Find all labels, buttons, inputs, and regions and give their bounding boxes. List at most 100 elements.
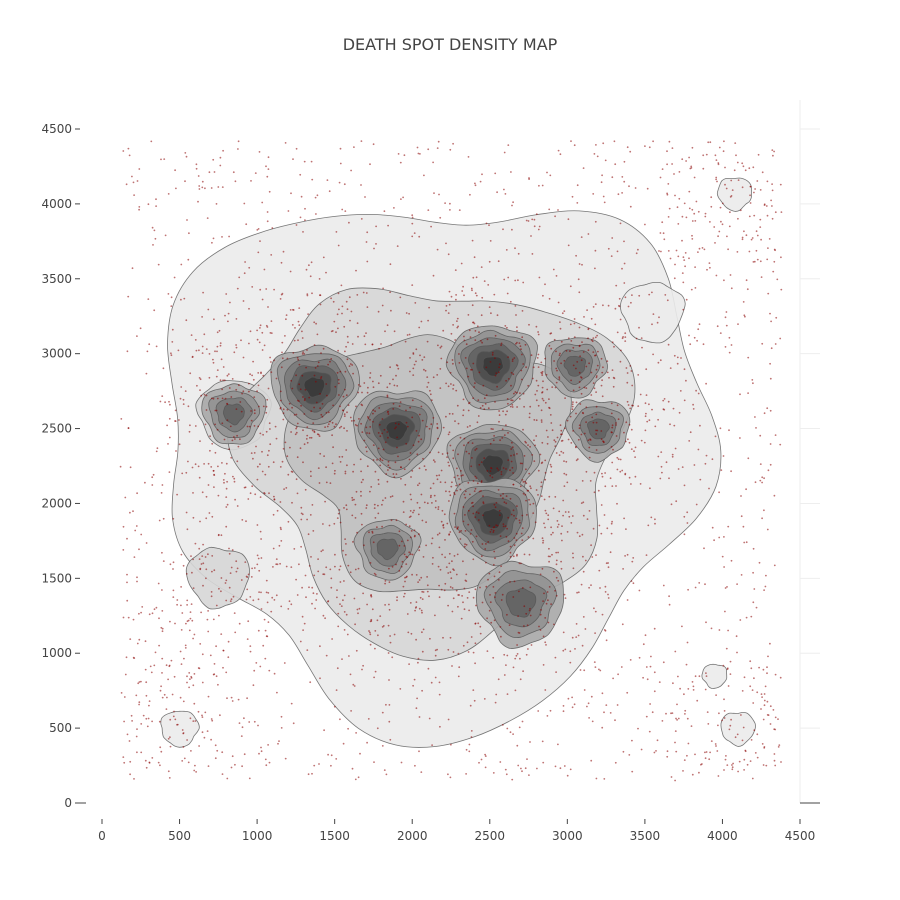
scatter-point: [467, 314, 470, 316]
scatter-point: [611, 485, 614, 487]
scatter-point: [559, 321, 561, 323]
scatter-point: [131, 720, 134, 722]
scatter-point: [548, 547, 550, 550]
scatter-point: [300, 518, 303, 521]
scatter-point: [409, 602, 412, 604]
scatter-point: [271, 596, 274, 599]
scatter-point: [509, 300, 512, 303]
scatter-point: [516, 644, 518, 646]
scatter-point: [503, 278, 506, 281]
scatter-point: [211, 442, 214, 445]
scatter-point: [718, 146, 721, 149]
scatter-point: [395, 426, 397, 428]
scatter-point: [692, 403, 694, 406]
scatter-point: [376, 619, 379, 622]
scatter-point: [481, 341, 483, 344]
scatter-point: [248, 721, 251, 723]
scatter-point: [337, 349, 339, 352]
scatter-point: [321, 403, 324, 405]
scatter-point: [691, 234, 693, 237]
scatter-point: [226, 777, 229, 780]
scatter-point: [742, 301, 745, 303]
scatter-point: [660, 451, 663, 453]
scatter-point: [495, 693, 498, 696]
scatter-point: [601, 395, 604, 398]
scatter-point: [524, 343, 527, 346]
scatter-point: [456, 474, 459, 477]
scatter-point: [773, 260, 776, 263]
scatter-point: [330, 297, 332, 300]
scatter-point: [592, 527, 595, 530]
scatter-point: [385, 473, 388, 475]
scatter-point: [640, 337, 643, 339]
scatter-point: [182, 398, 185, 401]
scatter-point: [365, 504, 368, 507]
scatter-point: [415, 574, 418, 576]
scatter-point: [299, 640, 302, 643]
scatter-point: [710, 740, 713, 742]
scatter-point: [683, 484, 686, 487]
scatter-point: [555, 594, 558, 597]
scatter-point: [694, 753, 696, 756]
scatter-point: [360, 490, 362, 493]
scatter-point: [639, 483, 642, 485]
scatter-point: [158, 644, 161, 647]
scatter-point: [417, 440, 420, 443]
scatter-point: [435, 474, 438, 477]
scatter-point: [464, 543, 466, 545]
scatter-point: [699, 424, 701, 427]
scatter-point: [472, 596, 475, 599]
scatter-point: [272, 461, 275, 464]
scatter-point: [451, 665, 453, 667]
scatter-point: [484, 755, 487, 757]
scatter-point: [736, 161, 739, 164]
scatter-point: [548, 297, 551, 300]
scatter-point: [376, 459, 378, 461]
scatter-point: [444, 539, 446, 541]
scatter-point: [400, 565, 403, 568]
scatter-point: [206, 618, 209, 621]
scatter-point: [715, 159, 718, 162]
scatter-point: [763, 509, 765, 512]
scatter-point: [300, 404, 302, 407]
scatter-point: [431, 502, 433, 504]
scatter-point: [516, 505, 518, 507]
scatter-point: [594, 323, 597, 326]
scatter-point: [547, 555, 550, 558]
scatter-point: [477, 622, 480, 625]
scatter-point: [632, 582, 635, 585]
scatter-point: [458, 666, 461, 669]
scatter-point: [457, 526, 459, 528]
scatter-point: [511, 360, 514, 362]
scatter-point: [411, 216, 414, 219]
scatter-point: [434, 649, 437, 652]
scatter-point: [345, 508, 348, 511]
scatter-point: [571, 195, 574, 198]
scatter-point: [480, 340, 482, 342]
scatter-point: [602, 142, 605, 145]
scatter-point: [234, 631, 237, 634]
scatter-point: [428, 595, 430, 598]
scatter-point: [562, 452, 565, 454]
scatter-point: [269, 356, 271, 359]
scatter-point: [443, 589, 446, 592]
scatter-point: [138, 701, 141, 704]
scatter-point: [506, 326, 508, 329]
scatter-point: [450, 577, 453, 580]
scatter-point: [426, 376, 429, 378]
scatter-point: [766, 407, 769, 410]
scatter-point: [582, 412, 585, 415]
scatter-point: [506, 398, 509, 400]
scatter-point: [751, 237, 754, 239]
scatter-point: [529, 445, 531, 448]
scatter-point: [516, 453, 518, 455]
scatter-point: [377, 310, 380, 313]
scatter-point: [354, 778, 357, 781]
scatter-point: [341, 658, 343, 660]
scatter-point: [700, 763, 702, 766]
scatter-point: [390, 519, 393, 522]
scatter-point: [370, 618, 373, 621]
scatter-point: [296, 594, 299, 596]
y-tick-label: 3500: [41, 272, 72, 286]
scatter-point: [555, 367, 558, 370]
